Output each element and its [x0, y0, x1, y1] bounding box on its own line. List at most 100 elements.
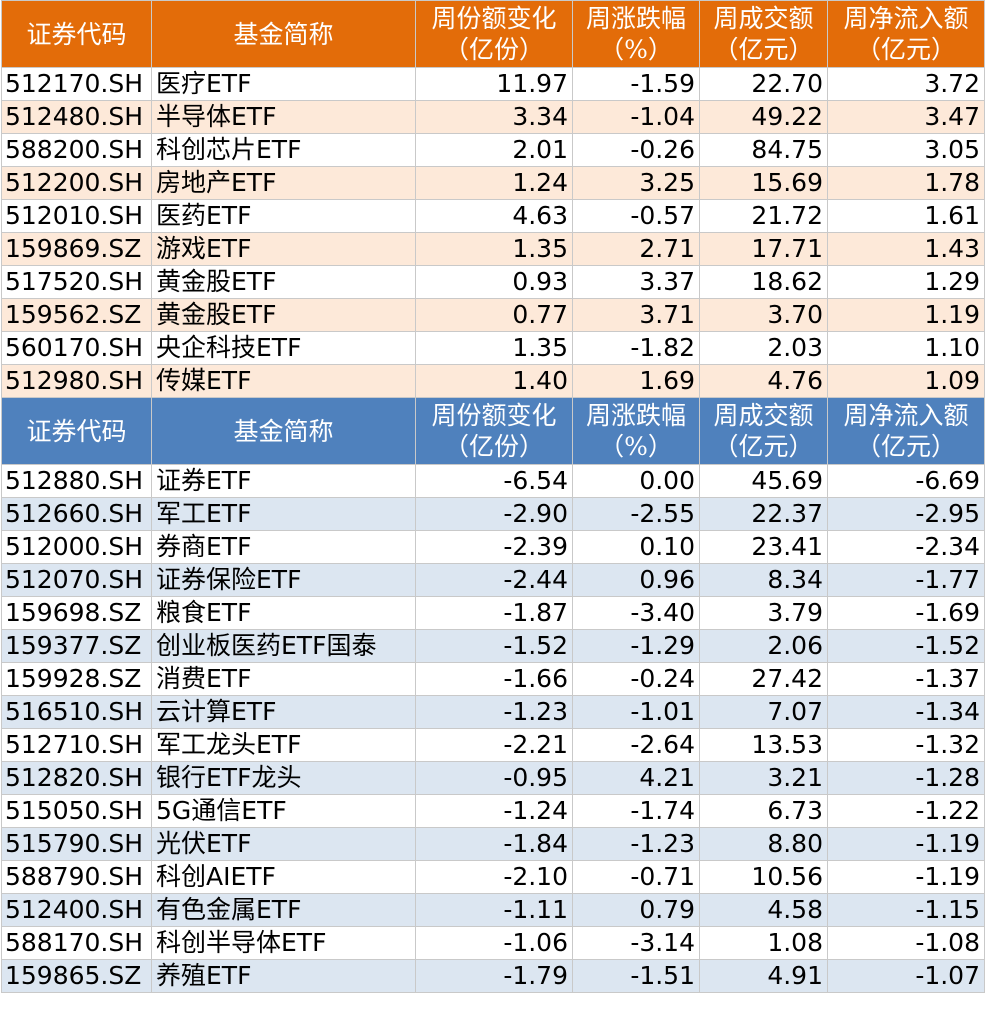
cell-net-inflow: 1.61	[827, 199, 985, 233]
cell-turnover: 18.62	[699, 265, 828, 299]
cell-share-change: -1.66	[415, 662, 573, 696]
cell-pct-change: -2.55	[572, 497, 700, 531]
cell-turnover: 13.53	[699, 728, 828, 762]
table-row: 512010.SH 医药ETF 4.63 -0.57 21.72 1.61	[1, 199, 985, 233]
cell-pct-change: -1.23	[572, 827, 700, 861]
cell-share-change: -2.44	[415, 563, 573, 597]
cell-pct-change: -1.82	[572, 331, 700, 365]
cell-pct-change: 2.71	[572, 232, 700, 266]
cell-fund-name: 消费ETF	[151, 662, 416, 696]
cell-code: 560170.SH	[1, 331, 152, 365]
cell-turnover: 15.69	[699, 166, 828, 200]
cell-code: 159869.SZ	[1, 232, 152, 266]
cell-share-change: 1.40	[415, 364, 573, 398]
cell-pct-change: 0.96	[572, 563, 700, 597]
cell-turnover: 4.76	[699, 364, 828, 398]
cell-net-inflow: -2.34	[827, 530, 985, 564]
cell-turnover: 22.37	[699, 497, 828, 531]
cell-pct-change: 4.21	[572, 761, 700, 795]
cell-code: 159865.SZ	[1, 959, 152, 993]
cell-code: 159377.SZ	[1, 629, 152, 663]
cell-pct-change: -1.74	[572, 794, 700, 828]
cell-code: 516510.SH	[1, 695, 152, 729]
table-row: 588170.SH 科创半导体ETF -1.06 -3.14 1.08 -1.08	[1, 926, 985, 960]
cell-share-change: 11.97	[415, 67, 573, 101]
cell-net-inflow: 3.05	[827, 133, 985, 167]
cell-share-change: 1.35	[415, 331, 573, 365]
cell-share-change: -6.54	[415, 464, 573, 498]
cell-fund-name: 科创半导体ETF	[151, 926, 416, 960]
cell-net-inflow: -1.19	[827, 860, 985, 894]
cell-fund-name: 5G通信ETF	[151, 794, 416, 828]
cell-pct-change: 3.37	[572, 265, 700, 299]
table-row: 512820.SH 银行ETF龙头 -0.95 4.21 3.21 -1.28	[1, 761, 985, 795]
cell-turnover: 1.08	[699, 926, 828, 960]
inflow-rows: 512170.SH 医疗ETF 11.97 -1.59 22.70 3.72 512480.…	[1, 67, 985, 398]
cell-share-change: -1.23	[415, 695, 573, 729]
table-row: 512200.SH 房地产ETF 1.24 3.25 15.69 1.78	[1, 166, 985, 200]
cell-net-inflow: 1.43	[827, 232, 985, 266]
cell-code: 512980.SH	[1, 364, 152, 398]
cell-code: 512710.SH	[1, 728, 152, 762]
cell-net-inflow: 1.29	[827, 265, 985, 299]
cell-net-inflow: 1.09	[827, 364, 985, 398]
cell-net-inflow: -1.08	[827, 926, 985, 960]
cell-fund-name: 军工ETF	[151, 497, 416, 531]
cell-net-inflow: 1.78	[827, 166, 985, 200]
header-name: 基金简称	[151, 0, 416, 68]
cell-share-change: -1.11	[415, 893, 573, 927]
cell-fund-name: 房地产ETF	[151, 166, 416, 200]
cell-code: 159698.SZ	[1, 596, 152, 630]
cell-pct-change: -0.71	[572, 860, 700, 894]
table-row: 512980.SH 传媒ETF 1.40 1.69 4.76 1.09	[1, 364, 985, 398]
cell-turnover: 84.75	[699, 133, 828, 167]
cell-fund-name: 医药ETF	[151, 199, 416, 233]
cell-net-inflow: 1.19	[827, 298, 985, 332]
cell-code: 517520.SH	[1, 265, 152, 299]
cell-turnover: 3.21	[699, 761, 828, 795]
cell-pct-change: -3.40	[572, 596, 700, 630]
cell-share-change: -2.21	[415, 728, 573, 762]
table-row: 512710.SH 军工龙头ETF -2.21 -2.64 13.53 -1.32	[1, 728, 985, 762]
cell-fund-name: 军工龙头ETF	[151, 728, 416, 762]
cell-fund-name: 科创AIETF	[151, 860, 416, 894]
cell-turnover: 4.58	[699, 893, 828, 927]
cell-share-change: -2.39	[415, 530, 573, 564]
table-row: 512000.SH 券商ETF -2.39 0.10 23.41 -2.34	[1, 530, 985, 564]
cell-share-change: -1.52	[415, 629, 573, 663]
header-pct-change: 周涨跌幅 （%）	[572, 397, 700, 465]
cell-fund-name: 银行ETF龙头	[151, 761, 416, 795]
cell-code: 512820.SH	[1, 761, 152, 795]
cell-share-change: -1.84	[415, 827, 573, 861]
cell-share-change: -2.10	[415, 860, 573, 894]
cell-fund-name: 有色金属ETF	[151, 893, 416, 927]
cell-share-change: 0.93	[415, 265, 573, 299]
cell-code: 512880.SH	[1, 464, 152, 498]
table-row: 159562.SZ 黄金股ETF 0.77 3.71 3.70 1.19	[1, 298, 985, 332]
cell-code: 588790.SH	[1, 860, 152, 894]
cell-code: 512070.SH	[1, 563, 152, 597]
table-row: 512660.SH 军工ETF -2.90 -2.55 22.37 -2.95	[1, 497, 985, 531]
cell-net-inflow: -2.95	[827, 497, 985, 531]
cell-net-inflow: -1.22	[827, 794, 985, 828]
cell-fund-name: 证券ETF	[151, 464, 416, 498]
cell-net-inflow: -1.07	[827, 959, 985, 993]
cell-net-inflow: -1.32	[827, 728, 985, 762]
header-code: 证券代码	[1, 397, 152, 465]
cell-turnover: 22.70	[699, 67, 828, 101]
header-net-inflow: 周净流入额 （亿元）	[827, 0, 985, 68]
cell-turnover: 8.80	[699, 827, 828, 861]
cell-fund-name: 创业板医药ETF国泰	[151, 629, 416, 663]
cell-code: 512480.SH	[1, 100, 152, 134]
cell-net-inflow: -1.52	[827, 629, 985, 663]
cell-turnover: 27.42	[699, 662, 828, 696]
table-row: 515790.SH 光伏ETF -1.84 -1.23 8.80 -1.19	[1, 827, 985, 861]
header-name: 基金简称	[151, 397, 416, 465]
cell-code: 588200.SH	[1, 133, 152, 167]
header-turnover: 周成交额 （亿元）	[699, 397, 828, 465]
cell-fund-name: 券商ETF	[151, 530, 416, 564]
cell-code: 515790.SH	[1, 827, 152, 861]
cell-code: 515050.SH	[1, 794, 152, 828]
cell-turnover: 3.70	[699, 298, 828, 332]
table-row: 515050.SH 5G通信ETF -1.24 -1.74 6.73 -1.22	[1, 794, 985, 828]
